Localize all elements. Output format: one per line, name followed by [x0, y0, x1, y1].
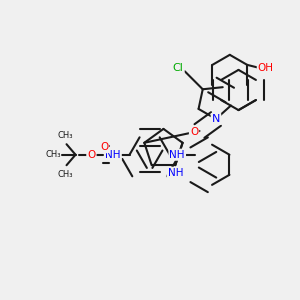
Text: NH: NH	[167, 168, 183, 178]
Text: Cl: Cl	[173, 63, 184, 73]
Text: CH₃: CH₃	[57, 131, 73, 140]
Text: OH: OH	[258, 63, 274, 73]
Text: NH: NH	[105, 150, 121, 160]
Text: O: O	[87, 150, 96, 160]
Text: NH: NH	[169, 150, 185, 160]
Text: O: O	[100, 142, 108, 152]
Text: CH₃: CH₃	[45, 150, 61, 159]
Text: O: O	[190, 128, 198, 137]
Text: N: N	[212, 114, 220, 124]
Text: CH₃: CH₃	[57, 170, 73, 179]
